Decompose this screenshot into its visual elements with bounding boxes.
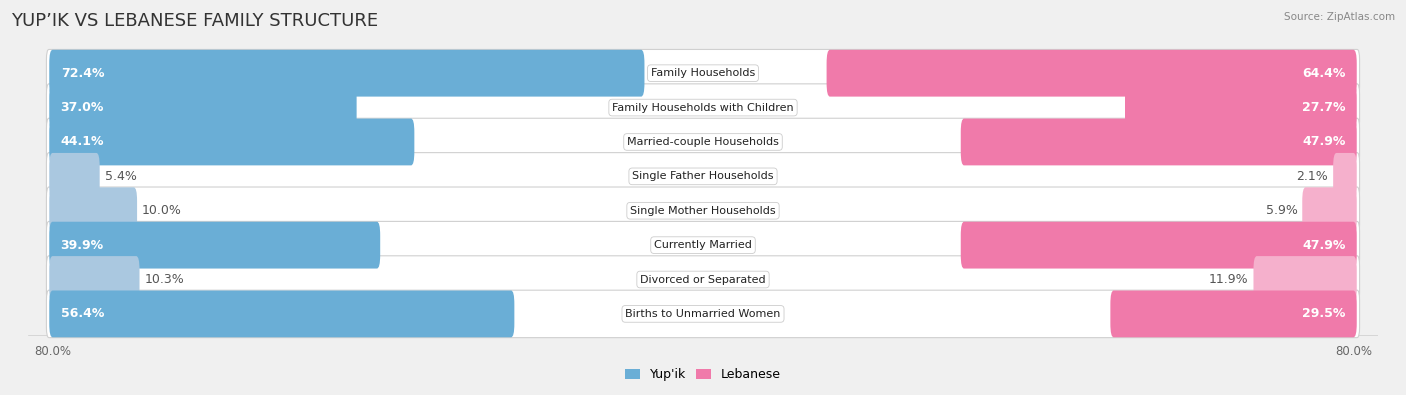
Text: Divorced or Separated: Divorced or Separated (640, 275, 766, 284)
FancyBboxPatch shape (49, 290, 515, 337)
Text: 29.5%: 29.5% (1302, 307, 1346, 320)
Text: Source: ZipAtlas.com: Source: ZipAtlas.com (1284, 12, 1395, 22)
FancyBboxPatch shape (1302, 187, 1357, 234)
Text: 10.3%: 10.3% (145, 273, 184, 286)
FancyBboxPatch shape (46, 290, 1360, 338)
FancyBboxPatch shape (49, 118, 415, 166)
Text: 10.0%: 10.0% (142, 204, 181, 217)
FancyBboxPatch shape (46, 84, 1360, 131)
Text: Single Mother Households: Single Mother Households (630, 206, 776, 216)
FancyBboxPatch shape (46, 118, 1360, 166)
Text: YUP’IK VS LEBANESE FAMILY STRUCTURE: YUP’IK VS LEBANESE FAMILY STRUCTURE (11, 12, 378, 30)
Text: 56.4%: 56.4% (60, 307, 104, 320)
FancyBboxPatch shape (49, 50, 644, 97)
FancyBboxPatch shape (1333, 153, 1357, 200)
Text: Family Households with Children: Family Households with Children (612, 103, 794, 113)
FancyBboxPatch shape (46, 187, 1360, 235)
Text: 5.4%: 5.4% (104, 170, 136, 183)
FancyBboxPatch shape (46, 152, 1360, 200)
FancyBboxPatch shape (1125, 84, 1357, 131)
Text: 44.1%: 44.1% (60, 135, 104, 149)
FancyBboxPatch shape (1254, 256, 1357, 303)
FancyBboxPatch shape (827, 50, 1357, 97)
Text: 2.1%: 2.1% (1296, 170, 1329, 183)
FancyBboxPatch shape (960, 118, 1357, 166)
FancyBboxPatch shape (49, 187, 136, 234)
Legend: Yup'ik, Lebanese: Yup'ik, Lebanese (620, 363, 786, 386)
Text: 47.9%: 47.9% (1302, 135, 1346, 149)
FancyBboxPatch shape (46, 222, 1360, 269)
Text: 72.4%: 72.4% (60, 67, 104, 80)
Text: 39.9%: 39.9% (60, 239, 104, 252)
FancyBboxPatch shape (1111, 290, 1357, 337)
Text: Currently Married: Currently Married (654, 240, 752, 250)
FancyBboxPatch shape (49, 256, 139, 303)
Text: Single Father Households: Single Father Households (633, 171, 773, 181)
Text: 64.4%: 64.4% (1302, 67, 1346, 80)
FancyBboxPatch shape (46, 256, 1360, 303)
FancyBboxPatch shape (49, 222, 380, 269)
FancyBboxPatch shape (49, 153, 100, 200)
Text: 37.0%: 37.0% (60, 101, 104, 114)
Text: 11.9%: 11.9% (1209, 273, 1249, 286)
Text: Married-couple Households: Married-couple Households (627, 137, 779, 147)
Text: 5.9%: 5.9% (1265, 204, 1298, 217)
Text: Family Households: Family Households (651, 68, 755, 78)
FancyBboxPatch shape (960, 222, 1357, 269)
Text: 27.7%: 27.7% (1302, 101, 1346, 114)
FancyBboxPatch shape (49, 84, 357, 131)
Text: 47.9%: 47.9% (1302, 239, 1346, 252)
Text: Births to Unmarried Women: Births to Unmarried Women (626, 309, 780, 319)
FancyBboxPatch shape (46, 49, 1360, 97)
